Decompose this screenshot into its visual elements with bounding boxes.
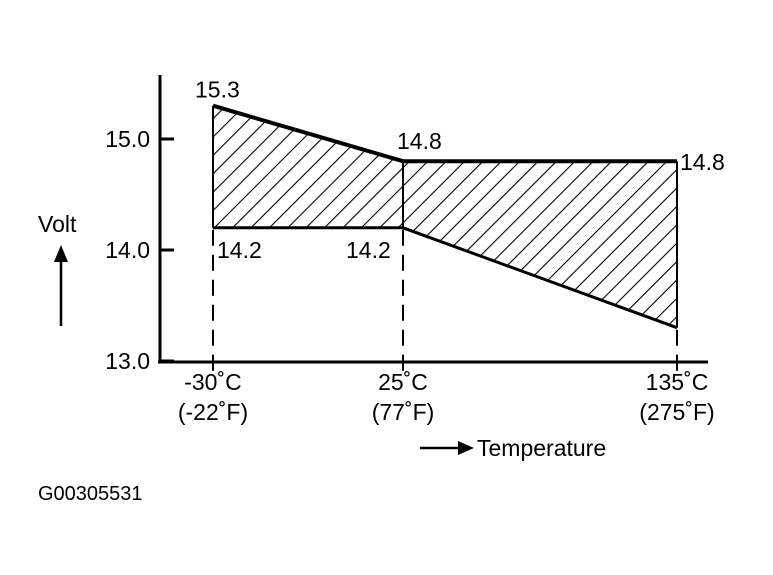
y-tick-label: 13.0 <box>105 348 150 374</box>
figure-code: G00305531 <box>38 483 143 505</box>
up-arrow-icon <box>54 245 68 326</box>
x-tick-label-celsius: 135˚C <box>646 369 709 395</box>
x-tick-label-fahrenheit: (77˚F) <box>372 399 435 425</box>
y-axis-title: Volt <box>38 211 77 237</box>
voltage-tolerance-band <box>213 105 677 328</box>
data-label: 14.2 <box>217 237 262 263</box>
data-label: 14.8 <box>397 128 442 154</box>
data-label: 14.8 <box>680 149 725 175</box>
x-tick-label-celsius: 25˚C <box>378 369 428 395</box>
y-tick-label: 14.0 <box>105 237 150 263</box>
x-tick-label-fahrenheit: (275˚F) <box>639 399 714 425</box>
data-label: 15.3 <box>195 77 240 103</box>
x-axis-title: Temperature <box>477 435 606 461</box>
x-tick-label-fahrenheit: (-22˚F) <box>178 399 248 425</box>
data-label: 14.2 <box>346 237 391 263</box>
right-arrow-icon <box>420 441 474 455</box>
x-tick-label-celsius: -30˚C <box>184 369 242 395</box>
y-tick-label: 15.0 <box>105 126 150 152</box>
